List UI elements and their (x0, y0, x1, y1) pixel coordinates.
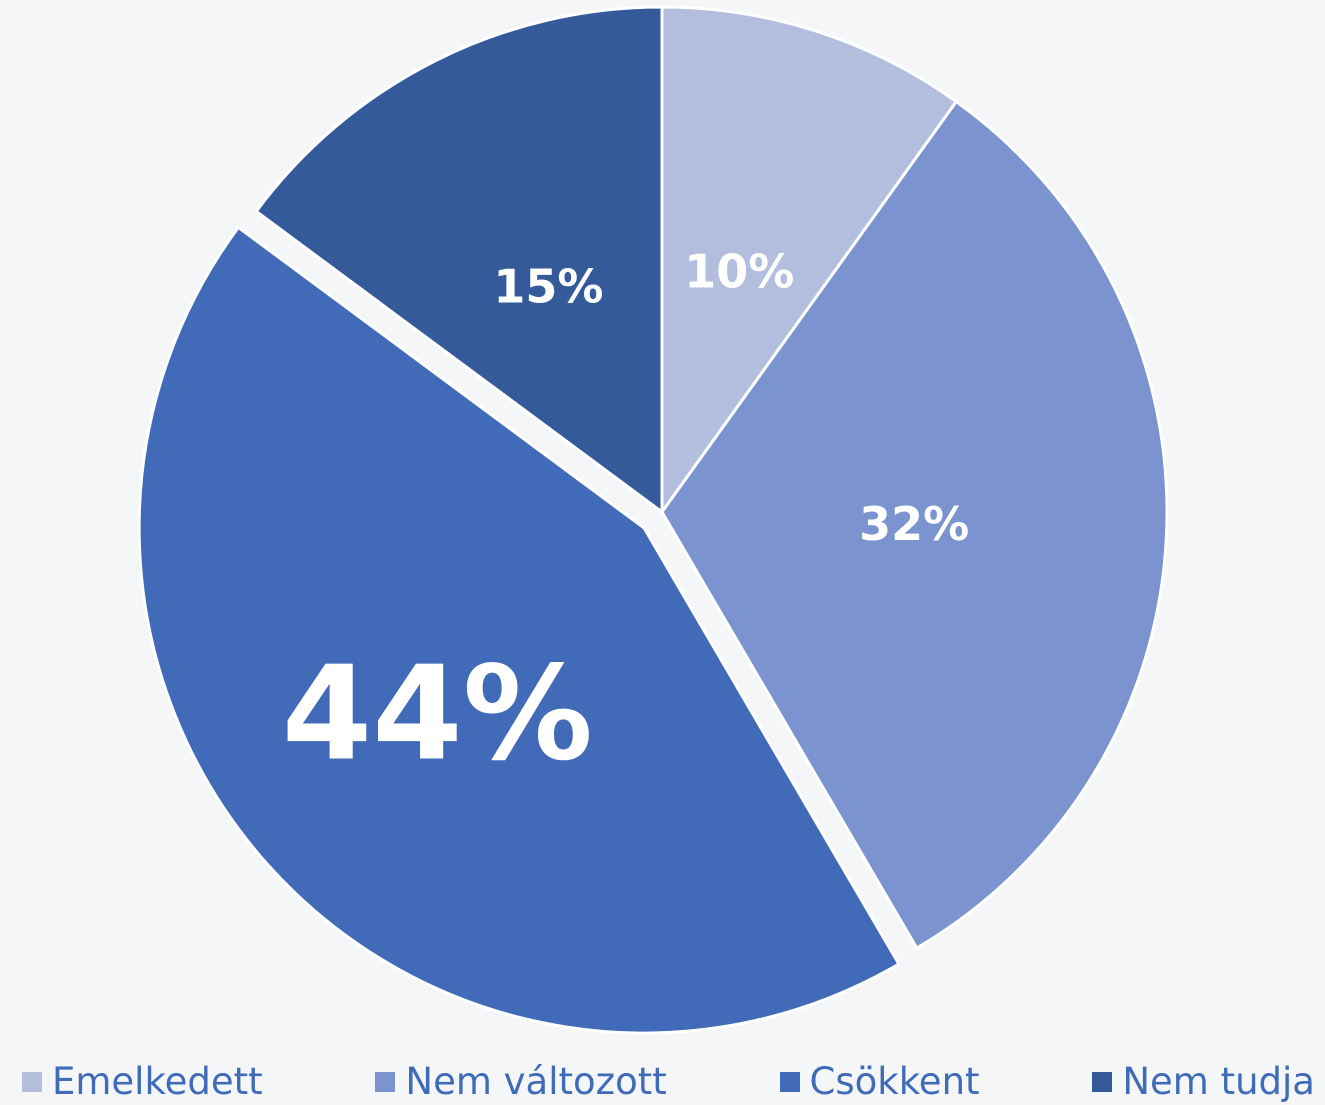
legend-item: Nem tudja (1092, 1060, 1315, 1103)
chart: 10% 32% 44% 15% (0, 0, 1325, 1055)
legend: Emelkedett Nem változott Csökkent Nem tudja (0, 1058, 1325, 1105)
legend-label: Emelkedett (52, 1060, 263, 1103)
legend-item: Nem változott (375, 1060, 666, 1103)
legend-swatch (780, 1072, 800, 1092)
slice-label: 32% (859, 497, 969, 551)
legend-label: Nem változott (405, 1060, 666, 1103)
legend-item: Emelkedett (22, 1060, 263, 1103)
legend-swatch (1092, 1072, 1112, 1092)
legend-swatch (375, 1072, 395, 1092)
legend-swatch (22, 1072, 42, 1092)
slice-label: 10% (684, 245, 794, 299)
legend-item: Csökkent (780, 1060, 980, 1103)
slice-label: 15% (493, 259, 603, 313)
legend-label: Nem tudja (1122, 1060, 1315, 1103)
page: {"chart_data": {"type": "pie", "categori… (0, 0, 1325, 1105)
slice-label: 44% (282, 637, 593, 789)
legend-label: Csökkent (810, 1060, 980, 1103)
